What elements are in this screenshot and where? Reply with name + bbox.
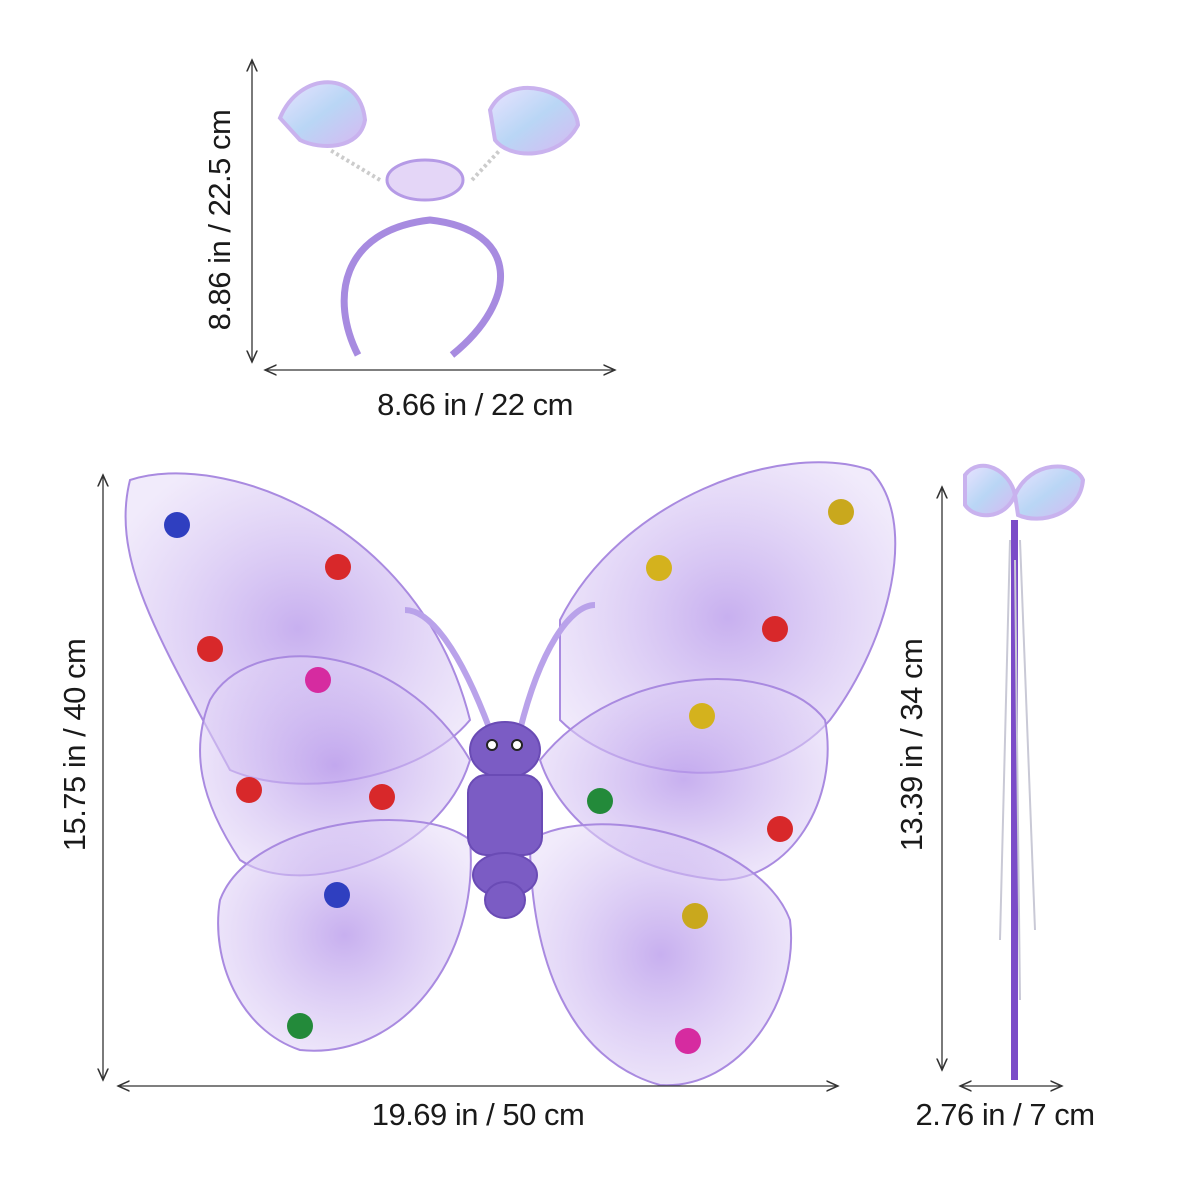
wings-width-label: 19.69 in / 50 cm — [371, 1097, 585, 1132]
sequin-flowers — [164, 499, 854, 1054]
butterfly-wings — [124, 461, 897, 1087]
dimension-arrows — [103, 60, 1062, 1086]
headband-height-label: 8.86 in / 22.5 cm — [202, 109, 237, 331]
headband — [277, 80, 581, 358]
wand-width-label: 2.76 in / 7 cm — [915, 1097, 1095, 1132]
wings-height-label: 15.75 in / 40 cm — [57, 638, 92, 852]
wand-height-label: 13.39 in / 34 cm — [894, 638, 929, 852]
headband-width-label: 8.66 in / 22 cm — [377, 387, 573, 422]
wand — [963, 463, 1086, 1080]
